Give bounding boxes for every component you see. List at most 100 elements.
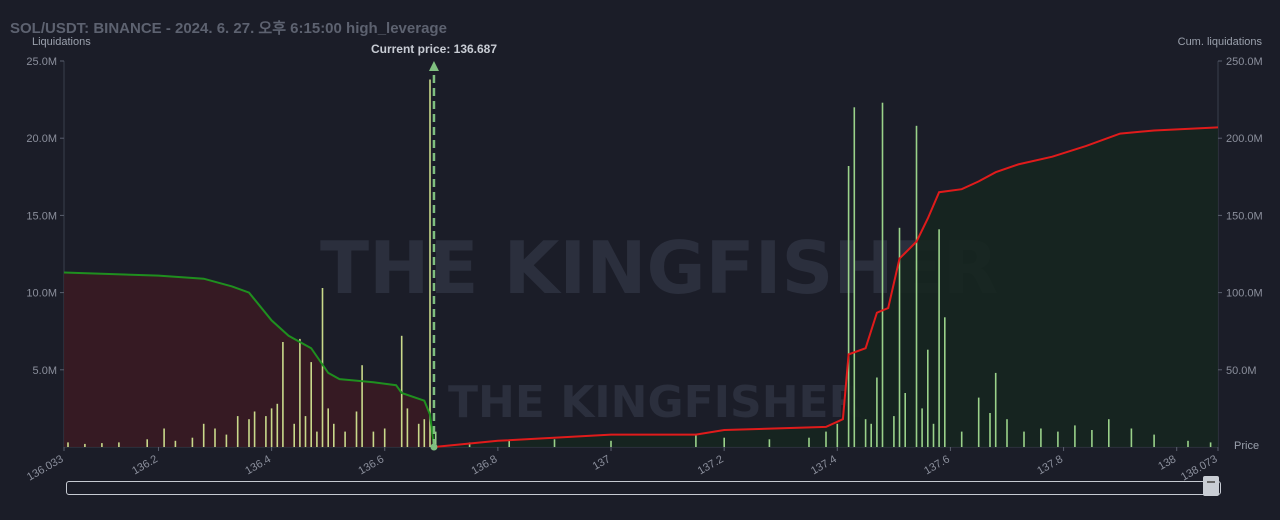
liquidation-bar	[67, 442, 69, 447]
x-tick-label: 137.6	[922, 453, 952, 477]
liquidation-bar	[372, 431, 375, 447]
liquidation-bar	[344, 431, 346, 447]
short-cumulative-line	[433, 126, 1219, 448]
liquidation-bar	[1091, 430, 1093, 447]
liquidation-bar	[723, 437, 725, 447]
liquidation-bar	[1108, 419, 1110, 447]
liquidation-bar	[1057, 431, 1059, 447]
liquidation-bar	[508, 440, 510, 447]
liquidation-bar	[310, 362, 312, 447]
x-tick-label: 137.8	[1035, 453, 1065, 477]
left-tick-label: 20.0M	[26, 133, 57, 145]
liquidation-bar	[163, 428, 165, 447]
x-tick-label: 138	[1156, 453, 1178, 473]
liquidation-bar	[977, 397, 980, 447]
liquidation-bar	[1074, 425, 1076, 447]
left-tick-label: 5.0M	[33, 365, 57, 377]
liquidation-bar	[304, 416, 307, 447]
right-axis-title: Cum. liquidations	[1177, 36, 1262, 48]
liquidation-bar	[423, 419, 426, 447]
x-tick-label: 137	[591, 453, 613, 473]
x-axis-ticks: 136.033 136.2 136.4 136.6 136.8 137 137.2 137.4…	[25, 447, 1220, 483]
liquidation-bar	[225, 434, 228, 447]
x-tick-label: 136.033	[25, 453, 65, 483]
liquidation-bar	[265, 416, 267, 447]
liquidation-bar	[248, 419, 250, 447]
liquidation-bar	[146, 439, 148, 447]
cumulative-lines	[63, 126, 1219, 448]
liquidation-bar	[876, 377, 878, 447]
liquidation-bar	[847, 166, 850, 447]
short-cumulative-area	[433, 127, 1218, 448]
current-price-label: Current price: 136.687	[371, 42, 497, 56]
liquidation-bar	[468, 442, 471, 447]
liquidation-bar	[118, 442, 120, 447]
liquidation-bars	[67, 79, 1212, 448]
liquidation-bar	[174, 440, 177, 447]
liquidation-bar	[836, 423, 839, 447]
left-tick-label: 25.0M	[26, 56, 57, 68]
right-tick-label: 250.0M	[1226, 56, 1263, 68]
liquidation-bar	[361, 365, 363, 447]
liquidation-bar	[327, 408, 329, 447]
liquidation-bar	[282, 342, 284, 447]
liquidation-bar	[293, 423, 295, 447]
right-tick-label: 50.0M	[1226, 365, 1257, 377]
liquidation-bar	[932, 423, 935, 447]
liquidation-bar	[321, 288, 324, 447]
liquidation-bar	[191, 437, 194, 447]
right-tick-label: 200.0M	[1226, 133, 1263, 145]
liquidation-bar	[994, 372, 997, 447]
liquidation-bar	[333, 423, 335, 447]
liquidation-bar	[870, 423, 872, 447]
liquidation-bar	[1130, 428, 1133, 447]
liquidation-bar	[1153, 434, 1155, 447]
liquidation-bar	[1187, 440, 1189, 447]
liquidation-bar	[808, 437, 810, 447]
liquidation-bar	[938, 229, 940, 447]
liquidation-bar	[316, 431, 318, 447]
liquidation-bar	[355, 411, 358, 447]
liquidation-bar	[989, 413, 991, 447]
current-price-dot	[430, 443, 438, 451]
long-cumulative-line	[63, 271, 435, 448]
left-tick-label: 10.0M	[26, 288, 57, 300]
liquidation-bar	[893, 416, 895, 447]
x-tick-label: 136.2	[130, 453, 160, 477]
liquidation-bar	[825, 431, 827, 447]
x-tick-label: 136.6	[356, 453, 386, 477]
scrollbar-handle[interactable]	[1203, 476, 1219, 496]
liquidation-bar	[429, 79, 431, 447]
chart-title: SOL/USDT: BINANCE - 2024. 6. 27. 오후 6:15…	[10, 20, 447, 37]
liquidation-bar	[553, 439, 556, 447]
liquidation-bar	[864, 419, 867, 447]
arrow-up-icon	[428, 61, 439, 71]
liquidation-bar	[214, 428, 216, 447]
liquidation-bar	[1023, 431, 1025, 447]
liquidation-bar	[84, 443, 86, 447]
liquidation-bar	[921, 408, 923, 447]
liquidation-bar	[1209, 442, 1212, 447]
liquidation-bar	[1040, 428, 1042, 447]
range-scrollbar[interactable]	[66, 481, 1221, 495]
liquidation-bar	[904, 393, 906, 447]
right-tick-label: 100.0M	[1226, 288, 1263, 300]
liquidation-bar	[853, 107, 856, 448]
liquidation-bar	[610, 440, 612, 447]
x-tick-label: 137.4	[809, 453, 839, 477]
current-price-marker: Current price: 136.687	[371, 42, 497, 451]
liquidation-bar	[236, 416, 239, 447]
watermark-group: THE KINGFISHER THE KINGFISHER	[320, 226, 998, 428]
left-axis-title: Liquidations	[32, 36, 91, 48]
liquidation-bar	[270, 408, 273, 447]
liquidation-bar	[960, 431, 963, 447]
right-tick-label: 150.0M	[1226, 210, 1263, 222]
grip-icon	[1207, 481, 1215, 483]
liquidation-bar	[383, 428, 386, 447]
liquidation-bar	[253, 411, 256, 447]
right-axis-ticks: 50.0M 100.0M 150.0M 200.0M 250.0M	[1218, 56, 1263, 377]
liquidation-bar	[434, 431, 437, 447]
liquidation-bar	[101, 443, 103, 447]
long-cumulative-area	[64, 272, 434, 447]
